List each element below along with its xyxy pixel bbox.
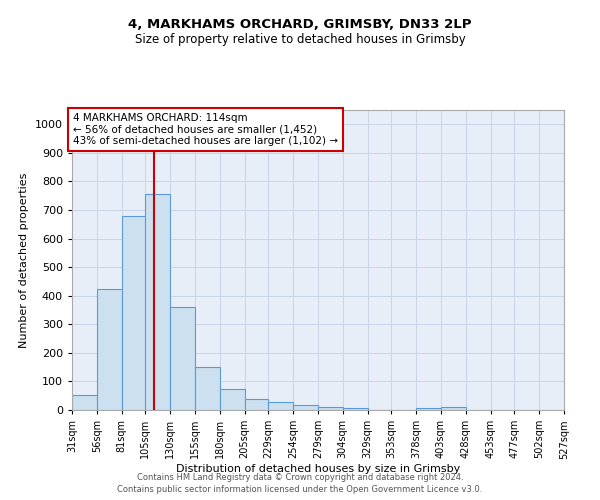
Y-axis label: Number of detached properties: Number of detached properties: [19, 172, 29, 348]
Bar: [220, 388, 245, 410]
Bar: [293, 405, 318, 410]
Text: 4 MARKHAMS ORCHARD: 114sqm
← 56% of detached houses are smaller (1,452)
43% of s: 4 MARKHAMS ORCHARD: 114sqm ← 56% of deta…: [73, 113, 338, 146]
Bar: [97, 288, 122, 410]
Bar: [268, 402, 293, 410]
Bar: [416, 408, 441, 410]
Bar: [318, 407, 343, 410]
Bar: [441, 407, 466, 410]
Text: Size of property relative to detached houses in Grimsby: Size of property relative to detached ho…: [134, 32, 466, 46]
Bar: [195, 367, 220, 410]
Bar: [343, 408, 368, 410]
Bar: [170, 307, 195, 410]
Bar: [245, 398, 268, 410]
Bar: [145, 194, 170, 410]
Text: Contains HM Land Registry data © Crown copyright and database right 2024.: Contains HM Land Registry data © Crown c…: [137, 474, 463, 482]
X-axis label: Distribution of detached houses by size in Grimsby: Distribution of detached houses by size …: [176, 464, 460, 474]
Text: Contains public sector information licensed under the Open Government Licence v3: Contains public sector information licen…: [118, 485, 482, 494]
Text: 4, MARKHAMS ORCHARD, GRIMSBY, DN33 2LP: 4, MARKHAMS ORCHARD, GRIMSBY, DN33 2LP: [128, 18, 472, 30]
Bar: [122, 216, 145, 410]
Bar: [72, 395, 97, 410]
